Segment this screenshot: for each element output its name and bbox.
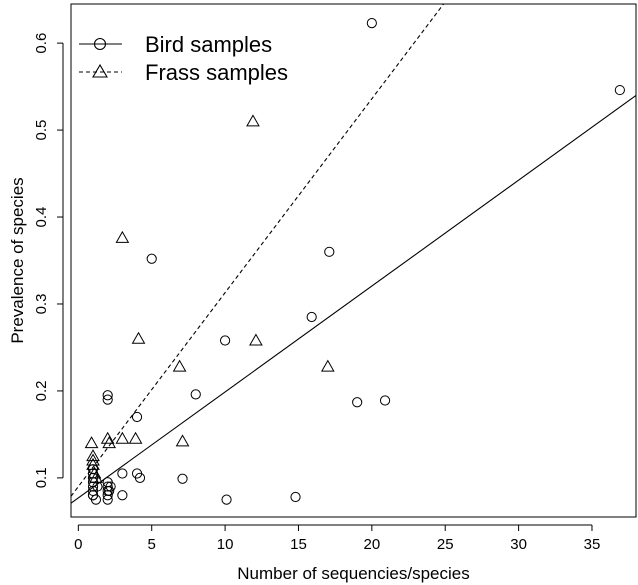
bird-sample-point xyxy=(352,397,363,408)
bird-sample-point xyxy=(117,468,128,479)
bird-sample-point xyxy=(134,472,146,483)
x-axis: 0 5 10 15 20 25 30 35 xyxy=(74,524,601,553)
legend-label-frass: Frass samples xyxy=(145,60,288,85)
x-tick-label: 20 xyxy=(364,536,381,553)
frass-sample-point xyxy=(115,230,130,243)
frass-sample-point xyxy=(246,114,260,127)
frass-sample-point xyxy=(320,359,335,372)
fit-lines xyxy=(71,4,636,504)
data-points xyxy=(84,18,625,505)
y-tick-label: 0.5 xyxy=(33,120,50,141)
bird-sample-point xyxy=(146,253,157,264)
frass-sample-point xyxy=(128,431,143,444)
bird-sample-point xyxy=(105,481,116,492)
frass-sample-point xyxy=(84,436,99,449)
frass-sample-point xyxy=(87,466,102,479)
x-tick-label: 0 xyxy=(74,536,82,553)
legend-marker-frass xyxy=(92,63,108,78)
frass-sample-point xyxy=(172,359,187,372)
bird-sample-point xyxy=(306,311,317,323)
frass-sample-point xyxy=(102,436,117,449)
bird-sample-point xyxy=(190,389,201,400)
bird-sample-point xyxy=(219,335,231,346)
y-tick-label: 0.3 xyxy=(33,294,50,315)
x-axis-label: Number of sequencies/species xyxy=(237,564,469,583)
plot-area-frame xyxy=(70,3,637,518)
bird-fit-line xyxy=(71,94,636,504)
bird-sample-point xyxy=(90,494,102,505)
bird-sample-point xyxy=(117,490,128,501)
bird-sample-point xyxy=(102,481,113,492)
bird-sample-point xyxy=(102,394,113,405)
legend: Bird samples Frass samples xyxy=(79,32,288,85)
bird-sample-point xyxy=(104,485,115,497)
frass-sample-point xyxy=(249,333,263,346)
bird-sample-point xyxy=(614,84,625,96)
frass-fit-line xyxy=(71,4,445,497)
y-tick-label: 0.2 xyxy=(33,380,50,401)
frass-sample-point xyxy=(89,470,103,483)
y-axis: 0.1 0.2 0.3 0.4 0.5 0.6 xyxy=(33,33,64,488)
frass-sample-point xyxy=(175,434,190,447)
y-tick-label: 0.1 xyxy=(33,467,50,488)
y-tick-label: 0.6 xyxy=(33,33,50,54)
frass-sample-point xyxy=(86,453,100,466)
x-tick-label: 35 xyxy=(584,536,601,553)
bird-sample-point xyxy=(290,491,301,503)
x-tick-label: 10 xyxy=(217,536,234,553)
bird-sample-point xyxy=(324,246,335,257)
frass-sample-point xyxy=(86,449,100,462)
y-axis-label: Prevalence of species xyxy=(8,177,27,343)
frass-sample-point xyxy=(131,331,146,344)
bird-sample-point xyxy=(379,395,391,406)
x-tick-label: 25 xyxy=(437,536,454,553)
x-tick-label: 30 xyxy=(510,536,527,553)
x-tick-label: 15 xyxy=(290,536,307,553)
frass-sample-point xyxy=(115,431,130,444)
bird-sample-point xyxy=(366,18,377,29)
y-tick-label: 0.4 xyxy=(33,207,50,228)
bird-sample-point xyxy=(131,411,143,423)
legend-marker-bird xyxy=(93,37,107,51)
frass-sample-point xyxy=(100,431,115,444)
legend-label-bird: Bird samples xyxy=(145,32,272,57)
bird-sample-point xyxy=(177,473,188,484)
bird-sample-point xyxy=(221,494,232,505)
bird-sample-point xyxy=(102,390,113,401)
x-tick-label: 5 xyxy=(148,536,156,553)
